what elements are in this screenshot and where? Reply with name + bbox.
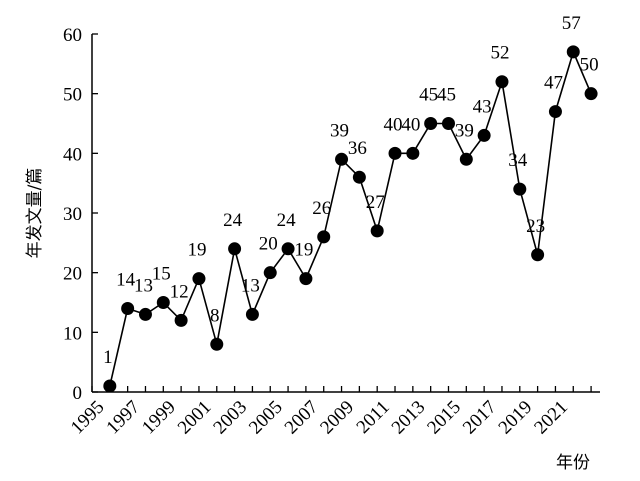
data-point — [459, 152, 473, 166]
data-label: 24 — [277, 210, 297, 231]
data-point — [513, 182, 527, 196]
data-point — [121, 301, 135, 315]
y-tick-label: 10 — [63, 323, 82, 344]
data-label: 23 — [526, 216, 545, 237]
chart-data-labels: 1141315121982413202419263936274040454539… — [103, 13, 599, 368]
data-label: 50 — [580, 55, 599, 76]
y-tick-label: 40 — [63, 144, 82, 165]
data-label: 40 — [384, 114, 403, 135]
y-tick-label: 50 — [63, 85, 82, 106]
y-tick-label: 0 — [73, 383, 83, 404]
data-label: 15 — [152, 264, 171, 285]
data-label: 20 — [259, 234, 278, 255]
data-point — [388, 146, 402, 160]
data-label: 52 — [490, 43, 509, 64]
data-point — [495, 75, 509, 89]
data-point — [548, 105, 562, 119]
data-label: 13 — [134, 275, 153, 296]
data-label: 39 — [330, 120, 349, 141]
y-tick-label: 60 — [63, 25, 82, 46]
data-point — [441, 117, 455, 130]
data-label: 12 — [170, 281, 189, 302]
data-label: 1 — [103, 347, 113, 368]
data-point — [228, 242, 242, 256]
data-label: 19 — [187, 240, 206, 261]
x-tick-label: 2019 — [495, 397, 537, 439]
x-tick-label: 1999 — [138, 397, 180, 439]
data-point — [299, 272, 313, 286]
data-point — [352, 170, 366, 184]
data-point — [424, 117, 438, 130]
y-axis-title: 年发文量/篇 — [25, 168, 45, 259]
data-label: 34 — [508, 150, 528, 171]
chart-series — [103, 45, 598, 393]
x-tick-label: 2013 — [388, 397, 430, 439]
data-label: 43 — [473, 96, 492, 117]
data-label: 14 — [116, 269, 136, 290]
x-tick-label: 2009 — [316, 397, 358, 439]
data-point — [584, 87, 598, 101]
data-label: 47 — [544, 73, 563, 94]
data-label: 39 — [455, 120, 474, 141]
data-point — [335, 152, 349, 166]
y-tick-label: 30 — [63, 204, 82, 225]
data-point — [477, 128, 491, 142]
data-label: 13 — [241, 275, 260, 296]
data-label: 57 — [562, 13, 581, 34]
x-tick-label: 2015 — [423, 397, 465, 439]
data-point — [281, 242, 295, 256]
data-label: 24 — [223, 210, 243, 231]
data-point — [156, 296, 170, 309]
data-point — [210, 337, 224, 351]
data-point — [566, 45, 580, 59]
x-tick-label: 2007 — [281, 397, 323, 439]
data-label: 40 — [401, 114, 420, 135]
data-point — [263, 266, 277, 280]
x-tick-label: 2011 — [353, 397, 394, 438]
data-point — [531, 248, 545, 262]
data-point — [174, 313, 188, 327]
data-label: 26 — [312, 198, 331, 219]
x-axis-title: 年份 — [556, 453, 590, 473]
data-label: 27 — [366, 192, 385, 213]
data-point — [138, 307, 152, 321]
data-point — [245, 307, 259, 321]
x-tick-label: 2017 — [459, 397, 501, 439]
data-label: 36 — [348, 138, 367, 159]
data-point — [103, 379, 117, 393]
data-label: 45 — [419, 85, 438, 106]
x-tick-label: 1997 — [102, 397, 144, 439]
x-tick-label: 2005 — [245, 397, 287, 439]
data-label: 45 — [437, 85, 456, 106]
data-point — [192, 272, 206, 286]
data-point — [317, 230, 331, 244]
y-tick-label: 20 — [63, 264, 82, 285]
data-point — [406, 146, 420, 160]
data-label: 8 — [210, 305, 220, 326]
chart-axes: 0102030405060199519971999200120032005200… — [63, 25, 600, 438]
data-label: 19 — [294, 240, 313, 261]
series-line — [109, 49, 592, 387]
x-tick-label: 2021 — [530, 397, 572, 439]
x-tick-label: 2001 — [174, 397, 216, 439]
x-tick-label: 2003 — [209, 397, 251, 439]
data-point — [370, 224, 384, 238]
